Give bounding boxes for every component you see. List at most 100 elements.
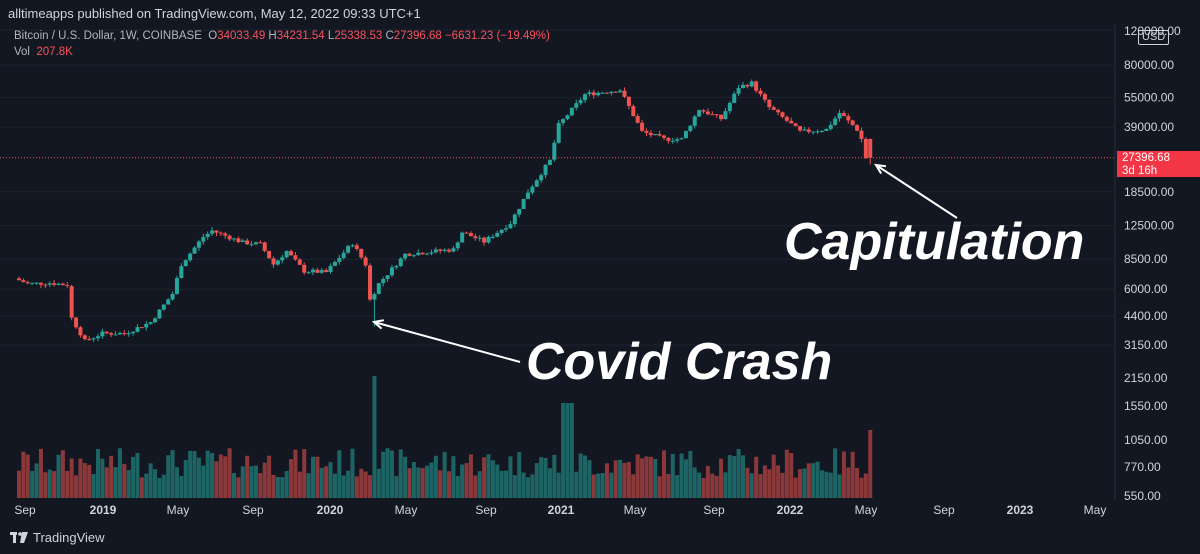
candle-body (113, 334, 118, 336)
candle-body (47, 283, 52, 285)
candle-body (771, 107, 776, 110)
candle-body (328, 265, 333, 273)
volume-bar (17, 470, 22, 498)
tradingview-logo-icon (10, 532, 28, 543)
volume-bar (43, 472, 48, 498)
candle-body (201, 236, 206, 242)
volume-bar (258, 473, 263, 498)
volume-bar (789, 453, 794, 498)
candle-body (359, 248, 364, 258)
candle-body (341, 252, 346, 259)
volume-bar (473, 475, 478, 498)
volume-bar (719, 458, 724, 498)
volume-bar (749, 473, 754, 498)
candle-body (166, 299, 171, 305)
candle-body (692, 116, 697, 126)
candle-body (306, 272, 311, 274)
volume-legend: Vol 207.8K (14, 46, 73, 58)
candle-body (762, 94, 767, 100)
volume-bar (679, 453, 684, 498)
candle-body (464, 232, 469, 234)
volume-bar (429, 462, 434, 498)
candle-body (302, 264, 307, 273)
candle-body (394, 266, 399, 268)
candle-body (846, 116, 851, 121)
volume-bar (381, 451, 386, 498)
volume-bar (811, 463, 816, 498)
volume-bar (477, 471, 482, 498)
candle-body (376, 283, 381, 294)
candle-body (179, 266, 184, 279)
candle-body (74, 317, 79, 328)
volume-bar (850, 451, 855, 498)
volume-bar (657, 476, 662, 498)
volume-bar (648, 456, 653, 498)
tradingview-brand[interactable]: TradingView (10, 530, 105, 545)
candle-body (534, 180, 539, 187)
volume-bar (574, 471, 579, 498)
currency-badge[interactable]: USD (1138, 30, 1170, 45)
candle-body (447, 249, 452, 252)
volume-bar (587, 460, 592, 498)
volume-bar (740, 455, 745, 498)
time-axis-label: May (395, 503, 418, 517)
volume-bar (776, 465, 781, 498)
publish-info: alltimeapps published on TradingView.com… (8, 6, 421, 21)
volume-bar (591, 474, 596, 498)
candle-body (635, 116, 640, 123)
volume-bar (517, 451, 522, 498)
candle-body (60, 283, 65, 286)
low-label: L (327, 30, 335, 42)
volume-bar (701, 477, 706, 498)
time-axis-label: May (624, 503, 647, 517)
candle-body (793, 123, 798, 127)
low-value: 25338.53 (334, 30, 383, 42)
candle-body (776, 109, 781, 113)
volume-bar (153, 469, 158, 498)
candle-body (122, 333, 127, 335)
volume-bar (859, 477, 864, 498)
price-axis-label: 3150.00 (1124, 338, 1168, 352)
volume-bar (372, 376, 377, 498)
price-axis-label: 8500.00 (1124, 252, 1168, 266)
volume-bar (188, 450, 193, 498)
candle-body (662, 135, 667, 138)
price-axis-label: 770.00 (1124, 460, 1161, 474)
volume-bar (863, 473, 868, 498)
volume-bar (60, 450, 65, 498)
volume-bar (337, 450, 342, 498)
volume-bar (438, 470, 443, 498)
candle-body (543, 164, 548, 176)
volume-bar (833, 448, 838, 498)
volume-bar (328, 462, 333, 498)
volume-bar (148, 463, 153, 498)
candle-body (205, 233, 210, 237)
volume-bar (416, 467, 421, 498)
candle-body (429, 252, 434, 254)
candle-body (232, 238, 237, 240)
volume-bar (754, 456, 759, 498)
candle-body (337, 258, 342, 262)
volume-bar (249, 466, 254, 498)
candle-body (556, 122, 561, 143)
volume-bar (30, 470, 35, 498)
candle-body (91, 338, 96, 340)
candle-body (486, 236, 491, 243)
volume-bar (508, 456, 513, 498)
time-axis-label: May (167, 503, 190, 517)
volume-bar (174, 467, 179, 498)
symbol-label[interactable]: Bitcoin / U.S. Dollar, 1W, COINBASE (14, 30, 202, 42)
volume-bar (626, 462, 631, 498)
candle-body (407, 253, 412, 256)
volume-bar (433, 455, 438, 498)
volume-bar (179, 475, 184, 498)
volume-bar (798, 469, 803, 498)
volume-bar (662, 450, 667, 498)
candle-body (613, 91, 618, 93)
candle-body (17, 278, 22, 281)
volume-bar (332, 473, 337, 498)
candle-body (38, 282, 43, 285)
volume-bar (227, 448, 232, 498)
candle-body (705, 111, 710, 115)
